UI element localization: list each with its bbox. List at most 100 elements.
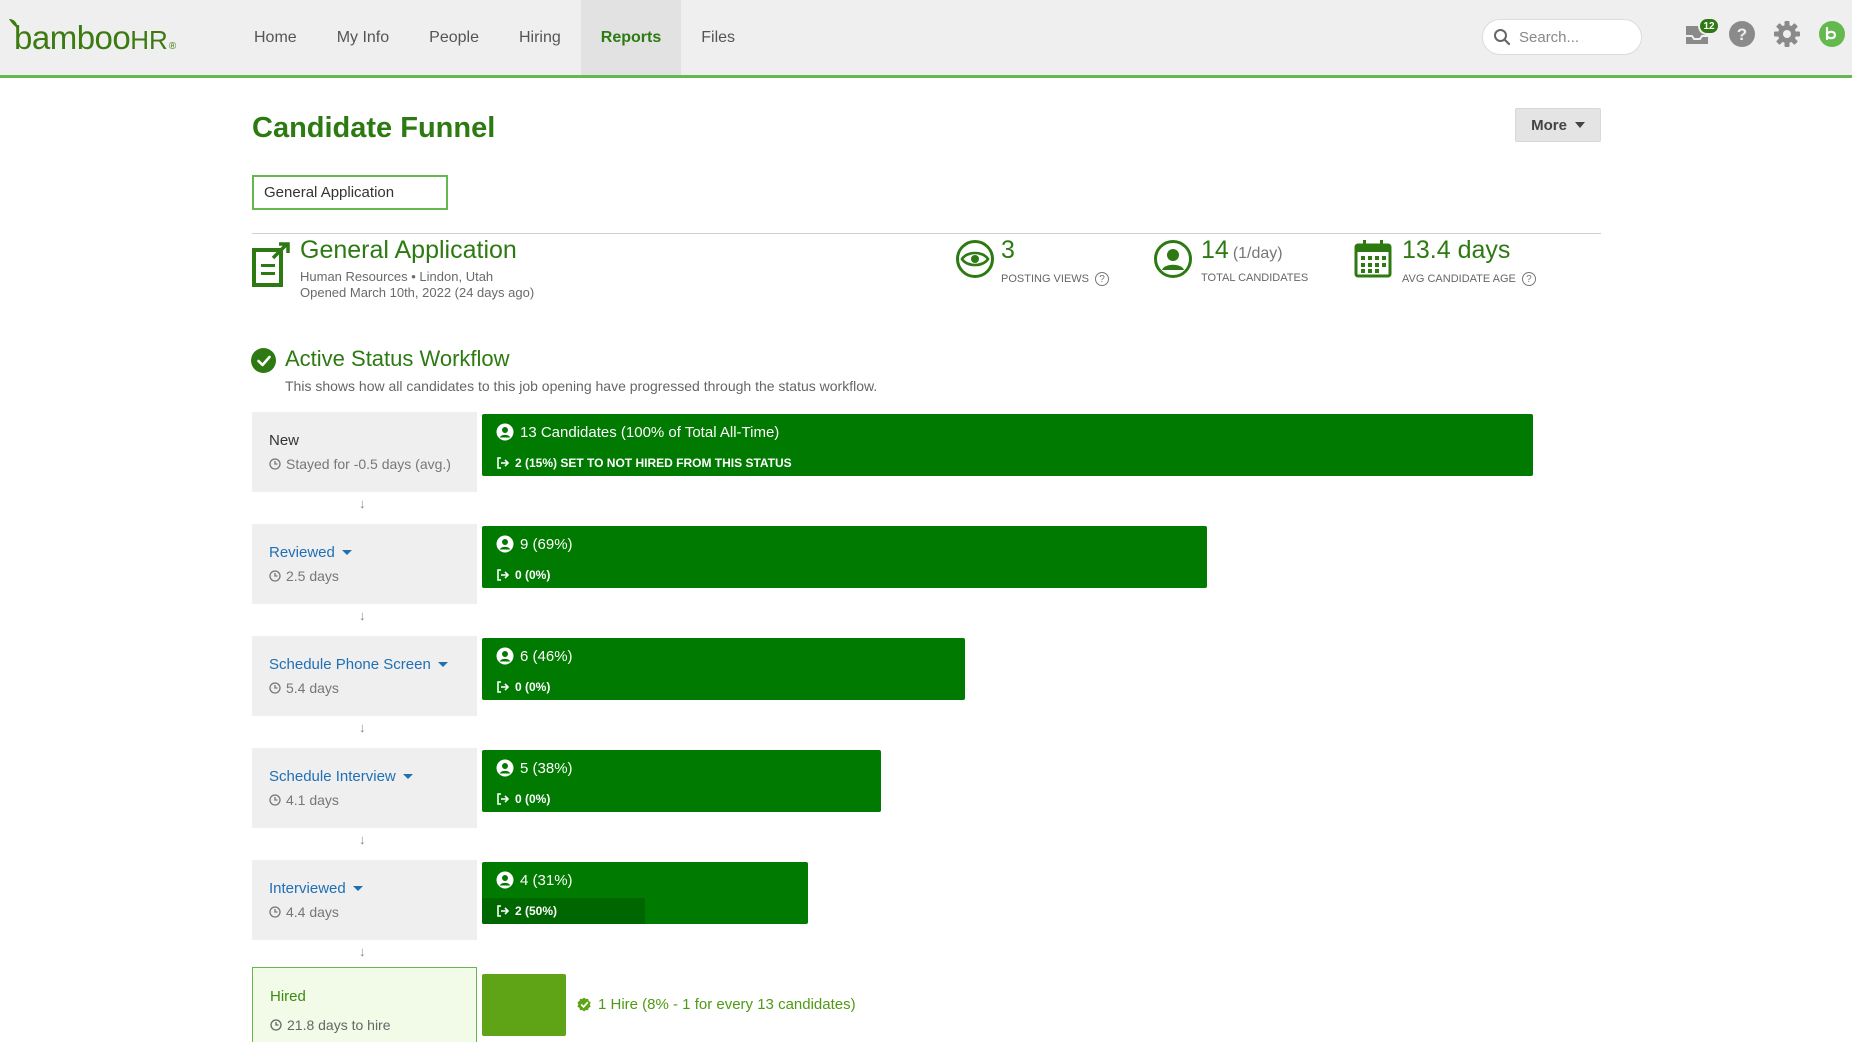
posting-views-label: Posting Views ? <box>1001 272 1110 286</box>
bar-candidate-count: 13 Candidates (100% of Total All-Time) <box>496 423 779 441</box>
bamboohr-logo[interactable]: bamboo HR ® <box>8 19 176 59</box>
chevron-down-icon <box>1574 122 1585 128</box>
leaf-icon <box>9 19 18 29</box>
logo-registered: ® <box>168 41 177 52</box>
bar-not-hired: 2 (50%) <box>482 898 645 924</box>
posting-views-value: 3 <box>1001 236 1015 264</box>
bar-not-hired: 0 (0%) <box>482 562 550 588</box>
stage-time: 4.1 days <box>269 792 477 808</box>
stage-time: 5.4 days <box>269 680 477 696</box>
stage-name-label: New <box>269 432 300 449</box>
help-icon[interactable]: ? <box>1728 20 1756 48</box>
inbox-count-badge: 12 <box>1698 17 1720 35</box>
nav-files[interactable]: Files <box>701 28 736 46</box>
user-circle-icon <box>1154 240 1192 278</box>
logo-wordmark: bamboo <box>14 19 131 56</box>
stage-time: 4.4 days <box>269 904 477 920</box>
help-icon[interactable]: ? <box>1521 272 1536 286</box>
avg-candidate-age-value: 13.4 days <box>1402 236 1511 264</box>
top-navigation-bar: bamboo HR ® Home My Info People Hiring Rep… <box>0 0 1852 78</box>
time-to-hire: 21.8 days to hire <box>287 1017 391 1033</box>
job-opening-selector[interactable]: General Application <box>252 175 448 210</box>
bar-not-hired-label: 0 (0%) <box>515 680 551 694</box>
funnel-bar[interactable]: 6 (46%) 0 (0%) <box>482 638 965 700</box>
calendar-icon <box>1354 240 1392 278</box>
nav-my-info[interactable]: My Info <box>336 28 390 46</box>
bar-count-label: 5 (38%) <box>520 759 573 777</box>
bar-not-hired: 0 (0%) <box>482 786 550 812</box>
arrow-down-icon: ↓ <box>359 944 366 959</box>
stage-name[interactable]: Reviewed <box>269 544 477 561</box>
user-circle-icon <box>496 647 514 665</box>
stage-name[interactable]: Schedule Phone Screen <box>269 656 477 673</box>
arrow-down-icon: ↓ <box>359 608 366 623</box>
job-department-location: Human Resources • Lindon, Utah <box>300 269 494 284</box>
nav-hiring[interactable]: Hiring <box>518 28 561 46</box>
bar-candidate-count: 9 (69%) <box>496 535 573 553</box>
bar-candidate-count: 4 (31%) <box>496 871 573 889</box>
workflow-title: Active Status Workflow <box>285 346 510 371</box>
stage-time-value: 5.4 days <box>286 680 339 696</box>
stage-time-value: Stayed for -0.5 days (avg.) <box>286 456 451 472</box>
funnel-bar[interactable]: 4 (31%) 2 (50%) <box>482 862 808 924</box>
clock-icon <box>270 1019 282 1031</box>
bar-count-label: 4 (31%) <box>520 871 573 889</box>
bar-not-hired: 0 (0%) <box>482 674 550 700</box>
total-candidates-label: Total Candidates <box>1201 272 1309 284</box>
exit-icon <box>497 793 510 805</box>
nav-reports[interactable]: Reports <box>580 0 682 75</box>
clock-icon <box>269 906 281 918</box>
exit-icon <box>497 905 510 917</box>
funnel-bar[interactable]: 9 (69%) 0 (0%) <box>482 526 1207 588</box>
avatar[interactable] <box>1818 20 1846 48</box>
stage-schedule-interview: Schedule Interview 4.1 days <box>252 748 477 828</box>
arrow-down-icon: ↓ <box>359 832 366 847</box>
stage-reviewed: Reviewed 2.5 days <box>252 524 477 604</box>
clock-icon <box>269 458 281 470</box>
help-icon[interactable]: ? <box>1095 272 1110 286</box>
divider <box>252 233 1601 234</box>
bar-not-hired-label: 0 (0%) <box>515 568 551 582</box>
nav-home[interactable]: Home <box>254 28 297 46</box>
check-circle-icon <box>251 348 276 373</box>
job-opened-date: Opened March 10th, 2022 (24 days ago) <box>300 285 535 300</box>
stage-name-label: Schedule Interview <box>269 768 396 785</box>
nav-people[interactable]: People <box>429 28 479 46</box>
logo-hr: HR <box>130 25 168 55</box>
posting-views-label-text: Posting Views <box>1001 273 1090 285</box>
stage-name[interactable]: Interviewed <box>269 880 477 897</box>
stage-schedule-phone-screen: Schedule Phone Screen 5.4 days <box>252 636 477 716</box>
stage-name-label: Interviewed <box>269 880 346 897</box>
chevron-down-icon <box>352 886 363 891</box>
stage-name-label: Reviewed <box>269 544 335 561</box>
funnel-bar[interactable]: 5 (38%) 0 (0%) <box>482 750 881 812</box>
stage-time: 2.5 days <box>269 568 477 584</box>
stage-time-value: 4.1 days <box>286 792 339 808</box>
bar-not-hired-label: 2 (15%) SET TO NOT HIRED FROM THIS STATU… <box>515 456 792 470</box>
job-name: General Application <box>300 236 517 264</box>
workflow-description: This shows how all candidates to this jo… <box>285 378 878 394</box>
gear-icon[interactable] <box>1773 20 1801 48</box>
bar-not-hired-label: 2 (50%) <box>515 904 558 918</box>
stage-name[interactable]: Schedule Interview <box>269 768 477 785</box>
arrow-down-icon: ↓ <box>359 496 366 511</box>
clock-icon <box>269 682 281 694</box>
page-title: Candidate Funnel <box>252 112 496 144</box>
stage-time-value: 2.5 days <box>286 568 339 584</box>
eye-icon <box>956 240 994 278</box>
user-circle-icon <box>496 759 514 777</box>
more-button[interactable]: More <box>1515 108 1601 142</box>
global-search[interactable] <box>1482 19 1642 55</box>
bar-candidate-count: 6 (46%) <box>496 647 573 665</box>
svg-text:?: ? <box>1737 25 1747 44</box>
search-input[interactable] <box>1519 28 1629 46</box>
arrow-down-icon: ↓ <box>359 720 366 735</box>
stage-time-value: 4.4 days <box>286 904 339 920</box>
stage-new: New Stayed for -0.5 days (avg.) <box>252 412 477 492</box>
funnel-bar[interactable]: 13 Candidates (100% of Total All-Time) 2 … <box>482 414 1533 476</box>
stage-name: New <box>269 432 477 449</box>
stage-name-label: Schedule Phone Screen <box>269 656 431 673</box>
main-nav: Home My Info People Hiring Reports Files <box>234 0 755 75</box>
chevron-down-icon <box>437 662 448 667</box>
user-circle-icon <box>496 535 514 553</box>
